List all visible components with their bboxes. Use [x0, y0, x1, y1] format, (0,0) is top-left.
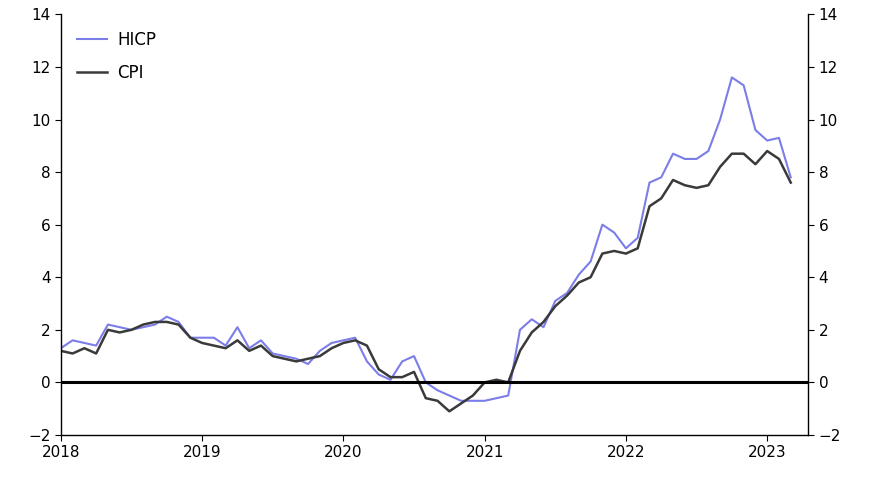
- HICP: [726, 75, 737, 80]
- CPI: [421, 395, 431, 401]
- HICP: [786, 174, 796, 180]
- CPI: [786, 180, 796, 185]
- CPI: [773, 156, 784, 162]
- CPI: [444, 408, 454, 414]
- CPI: [56, 348, 66, 354]
- HICP: [574, 272, 584, 278]
- HICP: [421, 380, 431, 385]
- CPI: [574, 280, 584, 285]
- CPI: [279, 356, 289, 362]
- HICP: [773, 135, 784, 141]
- CPI: [397, 374, 408, 380]
- Line: HICP: HICP: [61, 77, 791, 401]
- HICP: [255, 337, 266, 343]
- Legend: HICP, CPI: HICP, CPI: [70, 22, 165, 90]
- HICP: [456, 398, 467, 403]
- Line: CPI: CPI: [61, 151, 791, 411]
- CPI: [762, 148, 773, 154]
- CPI: [255, 343, 266, 348]
- HICP: [56, 345, 66, 351]
- HICP: [397, 358, 408, 364]
- HICP: [279, 353, 289, 359]
